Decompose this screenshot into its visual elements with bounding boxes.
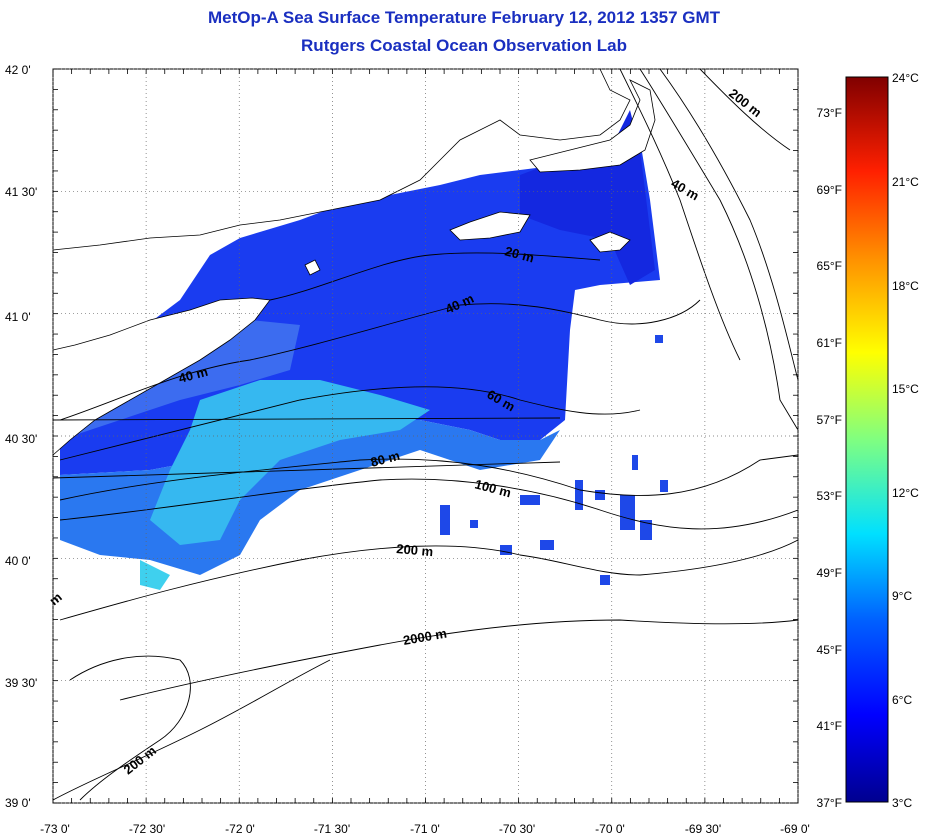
- contour-60m: [59, 386, 641, 461]
- cape-cod: [529, 79, 656, 173]
- colorbar-label-f: 57°F: [817, 413, 842, 427]
- nantucket: [589, 231, 631, 253]
- lon-label: -71 30': [314, 822, 350, 836]
- contour-200m-shelf: [59, 539, 798, 621]
- contour-label: 20 m: [503, 243, 536, 265]
- lon-label: -73 0': [40, 822, 70, 836]
- colorbar-celsius-labels: 24°C 21°C 18°C 15°C 12°C 9°C 6°C 3°C: [892, 71, 919, 810]
- contour-20m: [269, 252, 601, 301]
- sst-speckles: [440, 335, 668, 585]
- lon-label: -70 0': [595, 822, 625, 836]
- colorbar-label-c: 12°C: [892, 486, 919, 500]
- colorbar-label-f: 53°F: [817, 489, 842, 503]
- sst-west: [60, 320, 300, 440]
- lat-label: 42 0': [5, 63, 31, 77]
- colorbar-label-c: 6°C: [892, 693, 912, 707]
- colorbar: [845, 76, 889, 803]
- contour-ne-1: [639, 69, 798, 431]
- map-title: MetOp-A Sea Surface Temperature February…: [207, 8, 721, 27]
- colorbar-label-c: 18°C: [892, 279, 919, 293]
- colorbar-label-f: 49°F: [817, 566, 842, 580]
- contour-ne-3: [699, 69, 791, 151]
- contour-80m: [59, 454, 798, 501]
- contour-label: 200 m: [121, 743, 159, 778]
- contour-label: 2000 m: [402, 626, 448, 648]
- latitude-labels: 42 0' 41 30' 41 0' 40 30' 40 0' 39 30' 3…: [5, 63, 37, 810]
- contour-2000m: [119, 619, 798, 701]
- martha-vineyard: [449, 211, 531, 241]
- contour-label: 100 m: [473, 476, 513, 500]
- scan-line-1: [53, 417, 561, 421]
- contour-label: 200 m: [726, 86, 764, 121]
- sst-warm-patch-2: [140, 560, 170, 590]
- colorbar-fahrenheit-labels: 73°F 69°F 65°F 61°F 57°F 53°F 49°F 45°F …: [817, 106, 842, 810]
- map-subtitle: Rutgers Coastal Ocean Observation Lab: [301, 36, 627, 55]
- colorbar-label-c: 21°C: [892, 175, 919, 189]
- frame-ticks: [52, 68, 799, 804]
- contour-40m: [59, 299, 701, 421]
- lat-label: 41 30': [5, 185, 37, 199]
- land-outlines: [53, 69, 798, 456]
- contour-100m: [59, 478, 798, 530]
- lat-label: 41 0': [5, 310, 31, 324]
- contour-ne-2: [659, 69, 798, 381]
- colorbar-label-f: 37°F: [817, 796, 842, 810]
- lat-label: 39 0': [5, 796, 31, 810]
- mainland-coast: [53, 69, 798, 251]
- colorbar-label-f: 41°F: [817, 719, 842, 733]
- colorbar-label-f: 73°F: [817, 106, 842, 120]
- colorbar-label-c: 9°C: [892, 589, 912, 603]
- contour-ne-4: [619, 69, 741, 361]
- lon-label: -69 0': [780, 822, 810, 836]
- block-island: [304, 259, 321, 276]
- scan-line-2: [53, 461, 561, 479]
- lat-label: 40 0': [5, 554, 31, 568]
- bathymetry-contours: [53, 69, 798, 801]
- colorbar-label-f: 69°F: [817, 183, 842, 197]
- colorbar-label-f: 65°F: [817, 259, 842, 273]
- lon-label: -72 30': [129, 822, 165, 836]
- lon-label: -70 30': [499, 822, 535, 836]
- sst-warm-patch: [150, 380, 430, 545]
- lon-label: -71 0': [410, 822, 440, 836]
- lon-label: -72 0': [225, 822, 255, 836]
- lon-label: -69 30': [685, 822, 721, 836]
- contour-sw-loop: [69, 655, 191, 801]
- colorbar-label-c: 15°C: [892, 382, 919, 396]
- contour-label: 200 m: [396, 541, 434, 559]
- contour-200m-sw: [53, 659, 331, 801]
- longitude-labels: -73 0' -72 30' -72 0' -71 30' -71 0' -70…: [40, 822, 810, 836]
- colorbar-label-c: 3°C: [892, 796, 912, 810]
- lat-label: 40 30': [5, 432, 37, 446]
- contour-label: 80 m: [369, 448, 402, 470]
- colorbar-label-f: 45°F: [817, 643, 842, 657]
- colorbar-label-f: 61°F: [817, 336, 842, 350]
- contour-label: 40 m: [177, 364, 210, 386]
- contour-label: 40 m: [669, 176, 702, 204]
- colorbar-label-c: 24°C: [892, 71, 919, 85]
- lat-label: 39 30': [5, 676, 37, 690]
